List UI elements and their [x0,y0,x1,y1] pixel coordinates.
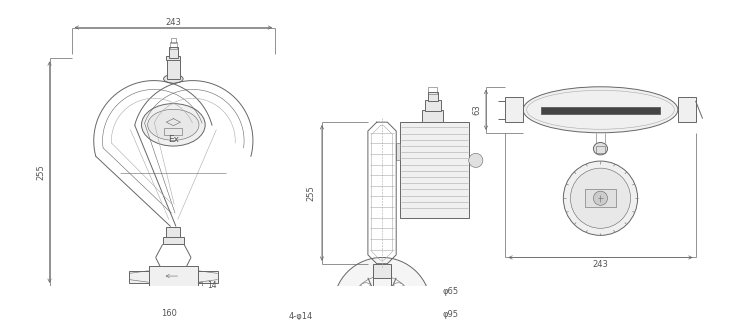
Bar [396,142,400,160]
Text: 63: 63 [472,104,482,115]
Bar [374,264,391,278]
Bar [171,38,176,44]
Bar [167,59,179,79]
Text: 243: 243 [592,260,608,269]
Circle shape [392,315,406,320]
Ellipse shape [593,142,608,155]
Circle shape [358,315,373,320]
Bar [425,100,441,111]
Text: φ65: φ65 [442,287,458,296]
Bar [427,92,438,101]
Bar [198,271,217,283]
Bar [166,56,181,60]
Bar [170,42,177,49]
Text: φ95: φ95 [442,310,458,319]
Bar [541,107,660,114]
Ellipse shape [148,109,199,140]
Bar [584,189,616,207]
Bar [506,97,523,122]
Circle shape [571,168,631,228]
Text: 4-φ14: 4-φ14 [289,312,313,320]
Text: 255: 255 [36,164,45,180]
Bar [678,97,695,122]
Bar [129,271,149,283]
Bar [163,237,184,244]
Bar [164,128,182,134]
Bar [169,47,178,58]
Ellipse shape [142,104,206,146]
Ellipse shape [523,87,678,133]
Text: 243: 243 [166,18,182,27]
Bar [596,146,605,153]
Circle shape [593,191,608,205]
Text: 160: 160 [161,309,177,318]
Bar [166,227,181,240]
Bar [422,110,443,122]
Text: 14: 14 [207,281,217,290]
Ellipse shape [164,75,183,83]
Circle shape [358,283,373,297]
Bar [148,266,198,286]
Text: 255: 255 [307,185,316,201]
Bar [400,122,469,218]
Bar [198,282,202,286]
Circle shape [469,153,483,167]
Text: Ex: Ex [168,135,178,144]
Bar [428,87,437,94]
Circle shape [392,283,406,297]
Circle shape [377,302,386,310]
Circle shape [334,258,430,320]
Circle shape [563,161,638,236]
